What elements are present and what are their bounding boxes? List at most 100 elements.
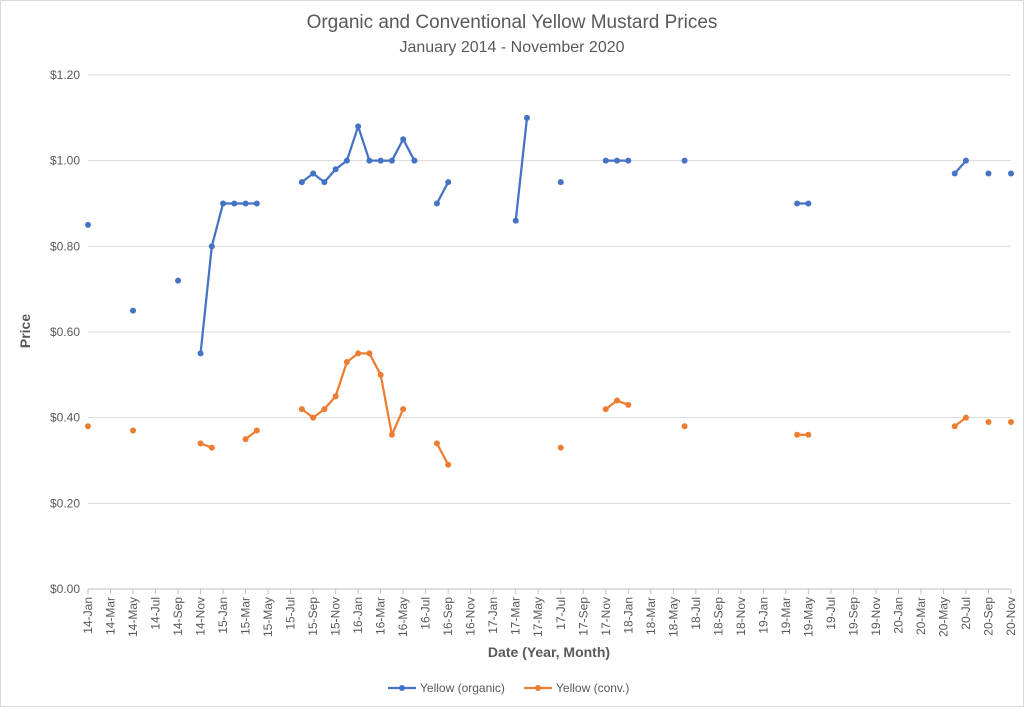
data-point: [400, 406, 407, 413]
x-tick-label: 14-Sep: [171, 597, 185, 636]
data-point: [130, 307, 137, 314]
data-point: [355, 350, 362, 357]
y-tick-label: $0.60: [50, 325, 80, 339]
series-line: [435, 181, 450, 205]
x-tick-label: 16-Jul: [419, 597, 433, 630]
data-point: [557, 179, 564, 186]
data-point: [388, 157, 395, 164]
x-tick-label: 18-Jan: [621, 597, 635, 634]
data-point: [366, 157, 373, 164]
data-point: [220, 200, 227, 207]
data-point: [602, 157, 609, 164]
data-point: [805, 431, 812, 438]
x-tick-label: 17-Sep: [576, 597, 590, 636]
x-tick-label: 14-Jul: [149, 597, 163, 630]
legend-label: Yellow (organic): [420, 681, 505, 695]
data-point: [523, 114, 530, 121]
y-tick-label: $0.80: [50, 239, 80, 253]
data-point: [332, 166, 339, 173]
y-tick-label: $0.00: [50, 582, 80, 596]
series-layer: [85, 114, 1014, 468]
y-axis-ticks: $0.00 $0.20 $0.40 $0.60 $0.80 $1.00 $1.20: [50, 68, 80, 596]
chart-subtitle: January 2014 - November 2020: [399, 39, 624, 56]
data-point: [411, 157, 418, 164]
x-tick-label: 15-Sep: [306, 597, 320, 636]
data-point: [625, 157, 632, 164]
x-tick-label: 16-Sep: [441, 597, 455, 636]
data-point: [557, 444, 564, 451]
data-point: [85, 221, 91, 228]
data-point: [985, 170, 992, 177]
x-tick-label: 16-Mar: [374, 597, 388, 635]
data-point: [343, 157, 350, 164]
x-tick-label: 19-May: [801, 597, 815, 637]
x-tick-label: 20-Jan: [891, 597, 905, 634]
data-point: [985, 418, 992, 425]
series-line: [435, 442, 450, 466]
x-tick-label: 18-May: [666, 597, 680, 637]
x-tick-label: 17-Jan: [486, 597, 500, 634]
x-tick-label: 19-Mar: [779, 597, 793, 635]
x-tick-label: 16-Nov: [464, 597, 478, 636]
data-point: [388, 431, 395, 438]
x-tick-label: 19-Jan: [756, 597, 770, 634]
x-axis-ticks: 14-Jan 14-Mar 14-May 14-Jul 14-Sep 14-Nov 15-J…: [81, 589, 1018, 637]
x-tick-label: 14-May: [126, 597, 140, 637]
data-point: [298, 406, 305, 413]
x-tick-label: 20-Mar: [914, 597, 928, 635]
x-tick-label: 14-Nov: [194, 597, 208, 636]
x-tick-label: 15-Jan: [216, 597, 230, 634]
x-tick-label: 15-Nov: [329, 597, 343, 636]
data-point: [253, 427, 260, 434]
x-tick-label: 17-Nov: [599, 597, 613, 636]
x-tick-label: 16-Jan: [351, 597, 365, 634]
data-point: [400, 136, 407, 143]
data-point: [130, 427, 137, 434]
data-point: [681, 157, 688, 164]
data-point: [962, 414, 969, 421]
x-tick-label: 20-Nov: [1004, 597, 1018, 636]
data-point: [208, 444, 215, 451]
legend-swatch-marker: [535, 685, 541, 691]
data-point: [85, 423, 91, 430]
x-tick-label: 14-Mar: [104, 597, 118, 635]
series-organic: [85, 114, 1014, 357]
x-tick-label: 18-Sep: [711, 597, 725, 636]
data-point: [433, 440, 440, 447]
data-point: [951, 423, 958, 430]
series-conventional: [85, 350, 1014, 468]
chart-title: Organic and Conventional Yellow Mustard …: [307, 12, 718, 33]
series-line: [199, 202, 257, 354]
data-point: [445, 179, 452, 186]
y-tick-label: $0.40: [50, 411, 80, 425]
y-tick-label: $0.20: [50, 496, 80, 510]
x-tick-label: 14-Jan: [81, 597, 95, 634]
data-point: [242, 200, 249, 207]
data-point: [321, 406, 328, 413]
x-tick-label: 20-Sep: [981, 597, 995, 636]
x-tick-label: 20-Jul: [959, 597, 973, 630]
data-point: [805, 200, 812, 207]
x-tick-label: 17-Jul: [554, 597, 568, 630]
x-tick-label: 19-Sep: [846, 597, 860, 636]
legend-swatch-marker: [399, 685, 405, 691]
x-tick-label: 15-Mar: [239, 597, 253, 635]
x-tick-label: 16-May: [396, 597, 410, 637]
x-tick-label: 20-May: [936, 597, 950, 637]
y-axis-title: Price: [17, 314, 33, 348]
data-point: [794, 431, 801, 438]
data-point: [445, 461, 452, 468]
x-tick-label: 15-May: [261, 597, 275, 637]
x-tick-label: 17-Mar: [509, 597, 523, 635]
gridlines: [88, 74, 1011, 590]
x-tick-label: 17-May: [531, 597, 545, 637]
data-point: [951, 170, 958, 177]
series-line: [514, 117, 529, 221]
data-point: [175, 277, 182, 284]
data-point: [512, 217, 519, 224]
data-point: [298, 179, 305, 186]
data-point: [794, 200, 801, 207]
data-point: [377, 371, 384, 378]
data-point: [681, 423, 688, 430]
data-point: [242, 436, 249, 443]
